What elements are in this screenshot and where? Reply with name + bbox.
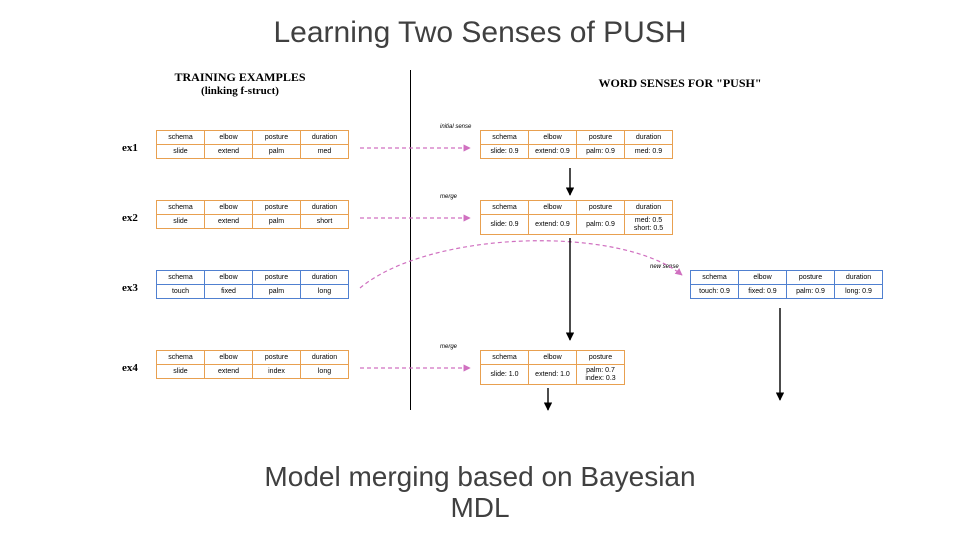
attr-table: schemaelbowpostureduration touch: 0.9fixe…: [690, 270, 883, 299]
attr-header-cell: duration: [301, 351, 349, 365]
sense-label: new sense: [650, 264, 679, 270]
attr-header-cell: schema: [481, 351, 529, 365]
left-section-header: TRAINING EXAMPLES (linking f-struct): [130, 70, 350, 97]
attr-value-cell: palm: [253, 145, 301, 159]
attr-value-cell: touch: 0.9: [691, 285, 739, 299]
attr-value-cell: extend: 0.9: [529, 215, 577, 235]
arrows-layer: [70, 70, 890, 460]
slide-subtitle: Model merging based on Bayesian MDL: [0, 462, 960, 524]
attr-header-cell: posture: [577, 201, 625, 215]
attr-header-cell: schema: [157, 131, 205, 145]
attr-header-cell: elbow: [205, 131, 253, 145]
sense-label: merge: [440, 344, 457, 350]
attr-value-cell: extend: 0.9: [529, 145, 577, 159]
attr-header-cell: duration: [625, 201, 673, 215]
attr-value-cell: slide: [157, 145, 205, 159]
slide-title: Learning Two Senses of PUSH: [0, 16, 960, 50]
attr-header-cell: schema: [157, 201, 205, 215]
attr-value-cell: slide: 0.9: [481, 215, 529, 235]
dashed-arrow: [360, 241, 682, 288]
attr-value-cell: palm: 0.9: [577, 215, 625, 235]
attr-value-cell: extend: [205, 145, 253, 159]
sense-label: merge: [440, 194, 457, 200]
attr-value-cell: extend: [205, 215, 253, 229]
attr-value-cell: med: 0.5short: 0.5: [625, 215, 673, 235]
attr-header-cell: duration: [835, 271, 883, 285]
attr-header-cell: elbow: [529, 351, 577, 365]
attr-value-cell: slide: 0.9: [481, 145, 529, 159]
attr-value-cell: slide: [157, 215, 205, 229]
example-label: ex2: [122, 212, 138, 224]
attr-value-cell: long: [301, 365, 349, 379]
attr-header-cell: elbow: [205, 271, 253, 285]
example-label: ex1: [122, 142, 138, 154]
attr-value-cell: long: 0.9: [835, 285, 883, 299]
attr-value-cell: extend: 1.0: [529, 365, 577, 385]
attr-header-cell: duration: [301, 131, 349, 145]
attr-header-cell: posture: [253, 201, 301, 215]
attr-header-cell: elbow: [205, 201, 253, 215]
attr-value-cell: palm: 0.7index: 0.3: [577, 365, 625, 385]
diagram-region: TRAINING EXAMPLES (linking f-struct) WOR…: [70, 70, 890, 460]
attr-table: schemaelbowpostureduration slide: 0.9exte…: [480, 130, 673, 159]
attr-header-cell: schema: [157, 351, 205, 365]
right-header-title: WORD SENSES FOR "PUSH": [598, 76, 761, 90]
attr-header-cell: elbow: [529, 131, 577, 145]
attr-header-cell: schema: [157, 271, 205, 285]
vertical-divider: [410, 70, 411, 410]
attr-header-cell: posture: [577, 131, 625, 145]
attr-value-cell: med: [301, 145, 349, 159]
example-label: ex3: [122, 282, 138, 294]
attr-header-cell: posture: [253, 271, 301, 285]
attr-header-cell: duration: [301, 201, 349, 215]
left-header-title: TRAINING EXAMPLES: [174, 70, 305, 84]
attr-value-cell: palm: [253, 215, 301, 229]
attr-table: schemaelbowpostureduration slideextendpal…: [156, 130, 349, 159]
attr-header-cell: duration: [625, 131, 673, 145]
example-label: ex4: [122, 362, 138, 374]
subtitle-line1: Model merging based on Bayesian: [264, 461, 695, 492]
attr-value-cell: fixed: 0.9: [739, 285, 787, 299]
attr-value-cell: touch: [157, 285, 205, 299]
attr-header-cell: elbow: [739, 271, 787, 285]
attr-table: schemaelbowpostureduration slide: 0.9exte…: [480, 200, 673, 235]
attr-header-cell: schema: [481, 131, 529, 145]
attr-value-cell: short: [301, 215, 349, 229]
attr-value-cell: index: [253, 365, 301, 379]
attr-table: schemaelbowposture slide: 1.0extend: 1.0p…: [480, 350, 625, 385]
attr-header-cell: posture: [253, 351, 301, 365]
attr-value-cell: med: 0.9: [625, 145, 673, 159]
attr-value-cell: palm: 0.9: [577, 145, 625, 159]
attr-value-cell: slide: [157, 365, 205, 379]
right-section-header: WORD SENSES FOR "PUSH": [570, 76, 790, 91]
attr-header-cell: posture: [253, 131, 301, 145]
attr-value-cell: extend: [205, 365, 253, 379]
attr-header-cell: schema: [481, 201, 529, 215]
attr-value-cell: fixed: [205, 285, 253, 299]
attr-table: schemaelbowpostureduration slideextendpal…: [156, 200, 349, 229]
attr-value-cell: slide: 1.0: [481, 365, 529, 385]
left-header-sub: (linking f-struct): [130, 85, 350, 97]
attr-table: schemaelbowpostureduration touchfixedpalm…: [156, 270, 349, 299]
attr-header-cell: posture: [577, 351, 625, 365]
attr-header-cell: schema: [691, 271, 739, 285]
attr-header-cell: elbow: [529, 201, 577, 215]
attr-header-cell: duration: [301, 271, 349, 285]
attr-value-cell: long: [301, 285, 349, 299]
attr-table: schemaelbowpostureduration slideextendind…: [156, 350, 349, 379]
attr-header-cell: elbow: [205, 351, 253, 365]
attr-value-cell: palm: [253, 285, 301, 299]
sense-label: initial sense: [440, 124, 471, 130]
subtitle-line2: MDL: [450, 492, 509, 523]
attr-value-cell: palm: 0.9: [787, 285, 835, 299]
attr-header-cell: posture: [787, 271, 835, 285]
